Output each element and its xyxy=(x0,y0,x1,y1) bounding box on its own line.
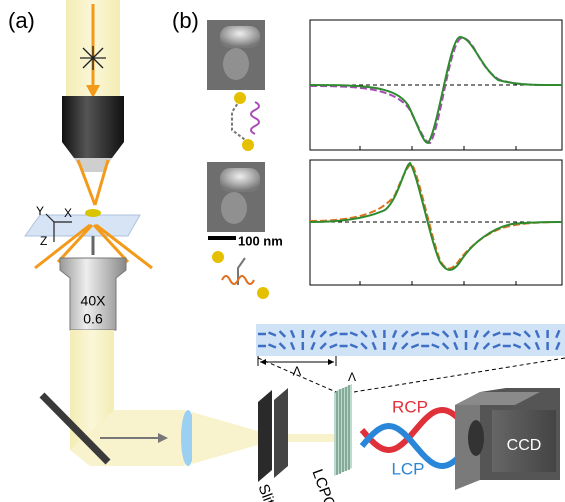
sem-particle xyxy=(220,168,260,192)
sem-particle xyxy=(220,26,260,48)
objective xyxy=(62,96,124,158)
particle xyxy=(85,209,101,217)
camera-label: CCD xyxy=(507,437,542,454)
panel-label: (a) xyxy=(8,8,35,33)
period-label: Λ xyxy=(293,363,302,378)
rcp-label: RCP xyxy=(392,397,428,416)
beam xyxy=(192,412,268,464)
axis-label: X xyxy=(64,206,72,220)
figure: (a) X Y Z 40X 0.6 Slit LCPG Λ Λ RCP LCP xyxy=(0,0,565,502)
component-label: LCPG xyxy=(309,467,339,502)
objective-label: 0.6 xyxy=(83,311,103,327)
lc-strip xyxy=(256,324,565,356)
scale-bar-label: 100 nm xyxy=(238,233,283,248)
polarization-icon xyxy=(80,46,106,70)
zoom-line xyxy=(258,358,565,392)
sem-particle xyxy=(223,48,249,80)
component-label: Slit xyxy=(255,482,278,502)
period-label: Λ xyxy=(348,370,356,384)
lcp-label: LCP xyxy=(391,459,424,478)
objective-label: 40X xyxy=(81,293,107,309)
grating xyxy=(334,384,352,476)
ccd-lens xyxy=(468,420,484,456)
sem-particle xyxy=(221,192,247,224)
panel-label: (b) xyxy=(172,8,199,33)
dimer-model xyxy=(232,92,259,151)
slit xyxy=(258,390,272,482)
axis-label: Z xyxy=(40,234,47,248)
beam xyxy=(288,434,336,442)
slit xyxy=(274,388,288,478)
axis-label: Y xyxy=(36,204,44,218)
dimer-model xyxy=(212,251,269,299)
